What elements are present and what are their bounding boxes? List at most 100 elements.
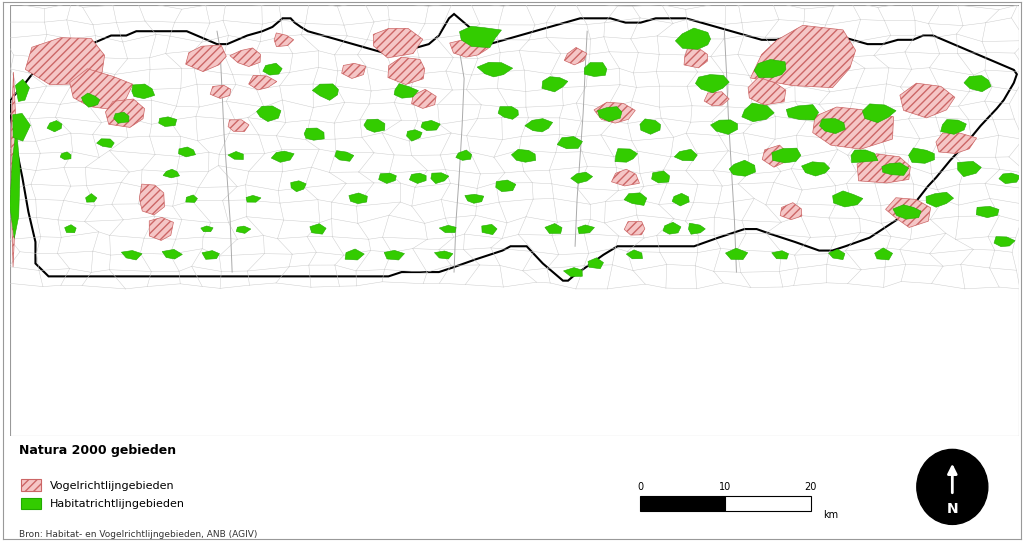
- Polygon shape: [570, 172, 593, 183]
- Text: km: km: [823, 510, 839, 520]
- Polygon shape: [477, 62, 513, 77]
- Polygon shape: [201, 226, 213, 232]
- Polygon shape: [663, 222, 681, 234]
- Polygon shape: [729, 160, 756, 176]
- Polygon shape: [772, 148, 801, 163]
- Polygon shape: [511, 149, 536, 162]
- Polygon shape: [96, 139, 115, 148]
- Polygon shape: [11, 72, 16, 267]
- Polygon shape: [439, 226, 456, 233]
- Polygon shape: [132, 84, 155, 98]
- Polygon shape: [15, 79, 30, 102]
- Polygon shape: [10, 127, 20, 239]
- Text: Natura 2000 gebieden: Natura 2000 gebieden: [18, 444, 176, 457]
- Polygon shape: [851, 150, 878, 163]
- Polygon shape: [598, 107, 622, 122]
- Polygon shape: [780, 203, 802, 220]
- Polygon shape: [122, 250, 142, 260]
- Polygon shape: [833, 191, 863, 207]
- Polygon shape: [936, 133, 977, 154]
- Polygon shape: [310, 224, 326, 234]
- Polygon shape: [407, 130, 422, 141]
- Polygon shape: [162, 249, 182, 259]
- Polygon shape: [640, 119, 660, 134]
- Polygon shape: [672, 193, 689, 206]
- Polygon shape: [12, 114, 31, 141]
- Polygon shape: [874, 248, 893, 260]
- Polygon shape: [754, 60, 786, 78]
- Polygon shape: [86, 194, 97, 202]
- Polygon shape: [900, 83, 954, 118]
- Polygon shape: [976, 206, 999, 217]
- Polygon shape: [394, 84, 419, 98]
- Polygon shape: [10, 14, 1017, 281]
- Polygon shape: [139, 184, 165, 215]
- Polygon shape: [349, 193, 368, 203]
- Polygon shape: [957, 161, 981, 176]
- Polygon shape: [695, 75, 729, 93]
- Polygon shape: [998, 173, 1021, 183]
- Polygon shape: [611, 169, 640, 186]
- Polygon shape: [498, 107, 518, 120]
- Polygon shape: [159, 117, 177, 127]
- Polygon shape: [163, 169, 179, 178]
- Polygon shape: [246, 195, 261, 202]
- Polygon shape: [345, 249, 365, 260]
- Polygon shape: [772, 250, 788, 259]
- Text: 0: 0: [637, 483, 643, 492]
- Polygon shape: [456, 150, 472, 160]
- Polygon shape: [481, 225, 497, 235]
- Polygon shape: [941, 120, 967, 134]
- Polygon shape: [228, 151, 244, 160]
- Polygon shape: [410, 173, 426, 183]
- Polygon shape: [450, 38, 488, 57]
- Polygon shape: [210, 85, 230, 98]
- Polygon shape: [762, 145, 787, 167]
- Polygon shape: [711, 120, 737, 134]
- Polygon shape: [105, 99, 144, 127]
- Polygon shape: [828, 249, 845, 260]
- Polygon shape: [627, 250, 642, 259]
- Polygon shape: [882, 163, 908, 175]
- Polygon shape: [819, 118, 846, 134]
- Polygon shape: [384, 250, 404, 260]
- Polygon shape: [578, 225, 595, 234]
- Polygon shape: [271, 151, 294, 162]
- Polygon shape: [178, 147, 196, 157]
- Polygon shape: [651, 171, 670, 183]
- Polygon shape: [202, 250, 219, 259]
- Text: N: N: [946, 502, 958, 516]
- Polygon shape: [431, 173, 449, 183]
- Polygon shape: [908, 148, 935, 163]
- Polygon shape: [230, 48, 260, 67]
- Polygon shape: [60, 152, 71, 160]
- Polygon shape: [886, 197, 931, 227]
- Polygon shape: [304, 128, 325, 140]
- Polygon shape: [625, 221, 645, 235]
- Polygon shape: [751, 25, 856, 88]
- Polygon shape: [185, 45, 226, 71]
- Polygon shape: [421, 121, 440, 130]
- Polygon shape: [857, 154, 910, 183]
- Legend: Vogelrichtlijngebieden, Habitatrichtlijngebieden: Vogelrichtlijngebieden, Habitatrichtlijn…: [22, 479, 185, 509]
- Polygon shape: [150, 217, 173, 240]
- Text: Bron: Habitat- en Vogelrichtlijngebieden, ANB (AGIV): Bron: Habitat- en Vogelrichtlijngebieden…: [18, 530, 257, 539]
- Polygon shape: [291, 181, 306, 192]
- Polygon shape: [705, 92, 729, 106]
- Polygon shape: [249, 75, 276, 90]
- Polygon shape: [564, 48, 587, 65]
- Polygon shape: [557, 136, 583, 149]
- Polygon shape: [675, 149, 697, 161]
- Polygon shape: [374, 28, 423, 58]
- Polygon shape: [263, 63, 283, 75]
- Polygon shape: [964, 76, 991, 92]
- Polygon shape: [26, 38, 104, 85]
- Polygon shape: [684, 49, 708, 68]
- Polygon shape: [862, 104, 896, 123]
- Polygon shape: [434, 251, 453, 259]
- Polygon shape: [563, 268, 583, 276]
- Polygon shape: [688, 223, 706, 234]
- Polygon shape: [926, 192, 953, 207]
- Polygon shape: [412, 89, 436, 108]
- Polygon shape: [585, 63, 607, 76]
